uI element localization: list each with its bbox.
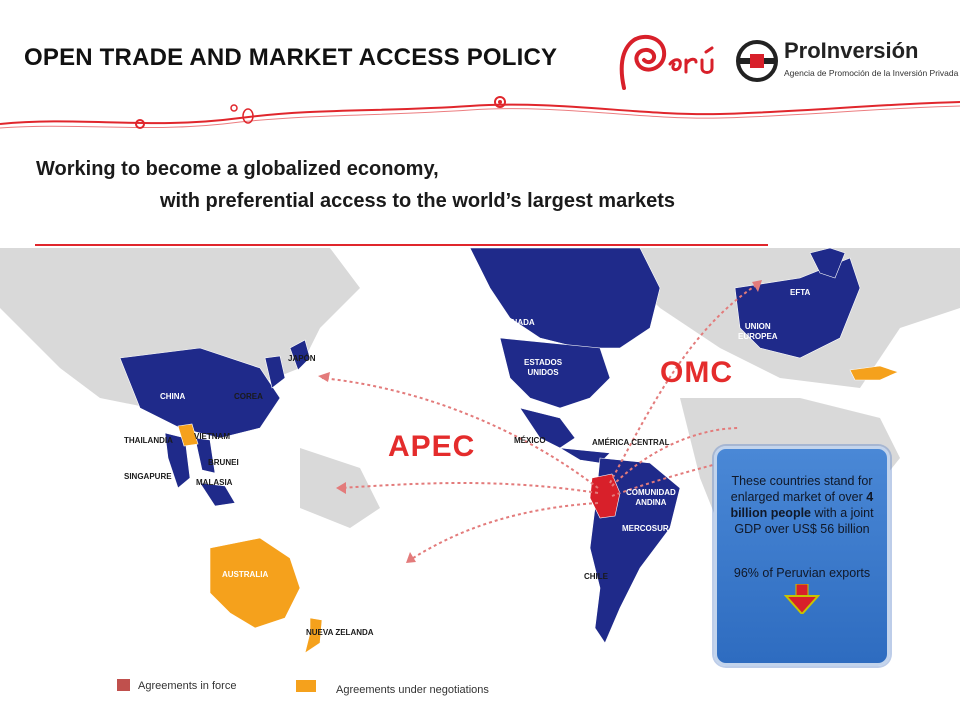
label-chile: CHILE [584,572,608,581]
apec-label: APEC [388,430,476,463]
legend-in-force-label: Agreements in force [138,680,237,692]
label-comunidad-andina: COMUNIDAD ANDINA [626,488,676,507]
proinversion-subtitle: Agencia de Promoción de la Inversión Pri… [784,68,960,78]
label-estados-unidos: ESTADOS UNIDOS [524,358,563,377]
label-nueva-zelanda: NUEVA ZELANDA [306,628,374,637]
down-arrow-icon [784,584,820,614]
proinversion-logo: ProInversión Agencia de Promoción de la … [736,38,960,86]
label-union-europea: UNION EUROPEA [738,322,778,341]
label-australia: AUSTRALIA [222,570,269,579]
label-efta: EFTA [790,288,811,297]
label-vietnam: VIETNAM [194,432,230,441]
divider-line [35,244,768,246]
legend-negotiations-label: Agreements under negotiations [336,684,489,696]
label-singapure: SINGAPURE [124,472,172,481]
label-brunei: BRUNEI [208,458,239,467]
legend-in-force-swatch [117,679,130,691]
info-box: These countries stand for enlarged marke… [714,446,890,666]
world-map [0,248,960,668]
label-america-central: AMÉRICA CENTRAL [592,438,670,447]
label-china: CHINA [160,392,186,401]
label-thailandia: THAILANDIA [124,436,173,445]
label-mercosur: MERCOSUR [622,524,669,533]
info-box-text: These countries stand for enlarged marke… [730,474,874,536]
decorative-wave [0,96,960,129]
subtitle-line-2: with preferential access to the world’s … [160,190,675,212]
page-title: OPEN TRADE AND MARKET ACCESS POLICY [24,44,558,71]
peru-logo [612,30,722,92]
label-canada: CANADA [500,318,535,327]
omc-label: OMC [660,356,733,389]
label-malasia: MALASIA [196,478,233,487]
legend-negotiations-swatch [296,680,316,692]
info-box-population: 4 billion people [730,490,874,520]
proinversion-name: ProInversión [784,38,919,63]
label-mexico: MÉXICO [514,436,546,445]
label-corea: COREA [234,392,263,401]
subtitle-line-1: Working to become a globalized economy, [36,158,439,180]
label-japon: JAPÓN [288,354,316,363]
info-box-exports: 96% of Peruvian exports [733,566,871,580]
